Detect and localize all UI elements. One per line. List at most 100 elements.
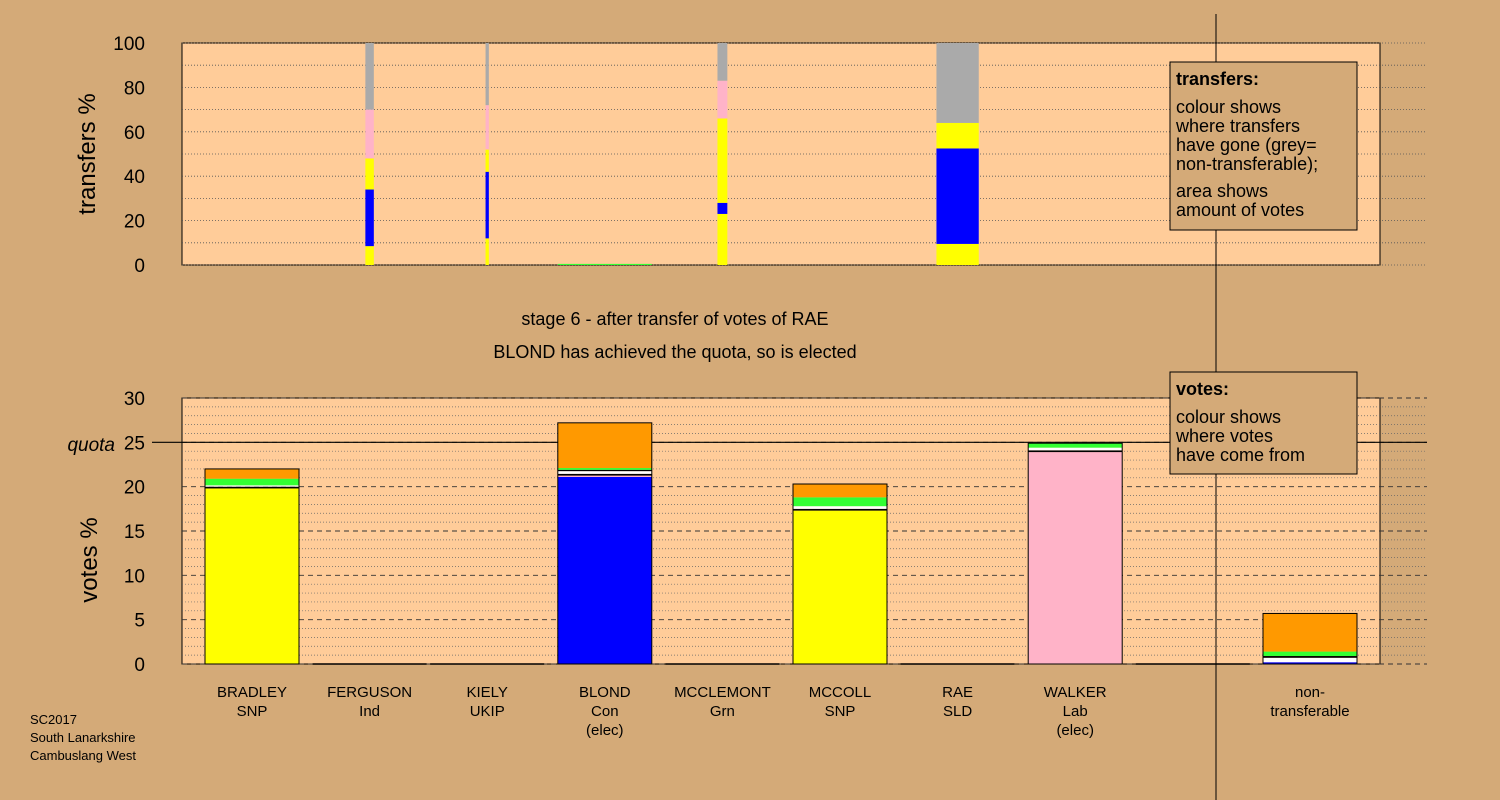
bottom-y-tick-label: 30 — [124, 389, 145, 410]
candidate-label: Lab — [1063, 703, 1088, 720]
vote-segment-grn — [1028, 443, 1123, 448]
transfers-legend: transfers: colour shows where transfers … — [1169, 61, 1358, 231]
candidate-label: SNP — [237, 703, 268, 720]
vote-segment-ukip — [1263, 657, 1357, 663]
vote-bar-outline — [792, 483, 888, 665]
transfers-legend-line-4: non-transferable); — [1176, 154, 1318, 174]
candidate-label: (elec) — [586, 722, 624, 739]
candidate-label: RAE — [942, 684, 973, 701]
candidate-label: SNP — [825, 703, 856, 720]
vote-segment-ukip — [793, 506, 887, 509]
candidate-label: Con — [591, 703, 619, 720]
bottom-y-tick-label: 15 — [124, 522, 145, 543]
transfer-segment-nontransferable — [485, 43, 489, 106]
vote-bar-outline — [1262, 612, 1358, 665]
votes-legend-title: votes: — [1176, 379, 1229, 399]
vote-bars — [204, 422, 1358, 665]
stage-line-1: stage 6 - after transfer of votes of RAE — [521, 309, 828, 329]
transfer-segment-nontransferable — [365, 43, 374, 110]
vote-segment-grn — [557, 468, 652, 470]
candidate-label: Ind — [359, 703, 380, 720]
vote-segment-ind — [557, 473, 652, 476]
footer-line-1: SC2017 — [30, 712, 77, 727]
candidate-label: non- — [1295, 684, 1325, 701]
vote-segment-ukip — [205, 485, 299, 487]
candidate-label: UKIP — [470, 703, 505, 720]
transfer-segment-nontransferable — [936, 43, 979, 123]
transfer-segment-snp — [485, 149, 489, 172]
vote-segment-grn — [205, 478, 299, 486]
transfer-segment-nontransferable — [717, 43, 728, 81]
bottom-y-tick-label: 25 — [124, 433, 145, 454]
transfer-segment-snp — [485, 238, 489, 265]
candidate-label: MCCOLL — [809, 684, 872, 701]
transfer-segment-con — [936, 148, 979, 244]
transfer-segment-lab — [365, 109, 374, 159]
transfer-segment-snp — [365, 246, 374, 265]
candidate-label: KIELY — [466, 684, 507, 701]
bottom-y-tick-label: 20 — [124, 478, 145, 499]
votes-legend: votes: colour shows where votes have com… — [1169, 371, 1358, 475]
transfer-segment-grn — [557, 263, 652, 265]
bottom-y-tick-label: 0 — [134, 655, 145, 676]
vote-segment-ind — [1263, 656, 1357, 658]
footer-line-3: Cambuslang West — [30, 748, 136, 763]
transfer-segment-lab — [717, 80, 728, 119]
vote-bar-outline — [204, 468, 300, 665]
top-y-tick-label: 0 — [134, 256, 145, 277]
vote-segment-ind — [1028, 450, 1123, 453]
vote-segment-sld — [557, 422, 652, 469]
candidate-label: (elec) — [1056, 722, 1094, 739]
candidate-label: FERGUSON — [327, 684, 412, 701]
top-y-tick-label: 100 — [113, 34, 145, 55]
vote-segment-lab — [1028, 452, 1123, 664]
vote-segment-ind — [793, 508, 887, 511]
vote-segment-grn — [1263, 651, 1357, 657]
candidate-label: BRADLEY — [217, 684, 287, 701]
top-y-tick-label: 80 — [124, 78, 145, 99]
transfer-segment-snp — [717, 118, 728, 203]
transfers-legend-title: transfers: — [1176, 69, 1259, 89]
transfers-legend-line-5: area shows — [1176, 181, 1268, 201]
candidate-label: Grn — [710, 703, 735, 720]
top-y-axis-title: transfers % — [74, 93, 101, 214]
vote-bar-outline — [1027, 442, 1123, 665]
transfer-segment-snp — [936, 122, 979, 149]
bottom-y-tick-label: 10 — [124, 566, 145, 587]
transfers-legend-line-3: have gone (grey= — [1176, 135, 1317, 155]
top-y-tick-label: 20 — [124, 212, 145, 233]
top-y-tick-label: 40 — [124, 167, 145, 188]
vote-segment-sld — [1263, 613, 1357, 652]
votes-legend-line-1: colour shows — [1176, 407, 1281, 427]
quota-label: quota — [67, 435, 115, 456]
candidate-label: transferable — [1270, 703, 1349, 720]
top-y-tick-label: 60 — [124, 123, 145, 144]
votes-legend-line-2: where votes — [1175, 426, 1273, 446]
stage-line-2: BLOND has achieved the quota, so is elec… — [493, 342, 856, 362]
transfer-segment-lab — [485, 105, 489, 150]
bottom-y-tick-label: 5 — [134, 611, 145, 632]
top-grid — [182, 42, 1427, 266]
vote-segment-con — [557, 476, 652, 664]
vote-bar-outline — [557, 422, 653, 665]
candidate-label: BLOND — [579, 684, 631, 701]
candidate-label: WALKER — [1044, 684, 1107, 701]
candidate-labels: BRADLEY SNP FERGUSON Ind KIELY UKIP BLOND Con (e… — [217, 684, 1350, 739]
transfer-bars — [365, 43, 979, 265]
vote-segment-snp — [205, 488, 299, 664]
vote-segment-ind — [557, 469, 652, 472]
footer-line-2: South Lanarkshire — [30, 730, 136, 745]
transfers-legend-line-1: colour shows — [1176, 97, 1281, 117]
top-y-ticks: 0 20 40 60 80 100 — [113, 34, 145, 277]
bottom-y-ticks: 0 5 10 15 20 25 30 — [124, 389, 145, 676]
transfers-legend-line-2: where transfers — [1175, 116, 1300, 136]
transfer-segment-con — [717, 202, 728, 214]
transfers-legend-line-6: amount of votes — [1176, 200, 1304, 220]
bottom-y-axis-title: votes % — [76, 517, 103, 602]
vote-segment-sld — [205, 468, 299, 479]
transfer-segment-con — [365, 189, 374, 247]
vote-segment-ukip — [1028, 447, 1123, 451]
vote-segment-lab — [557, 475, 652, 477]
candidate-label: MCCLEMONT — [674, 684, 771, 701]
